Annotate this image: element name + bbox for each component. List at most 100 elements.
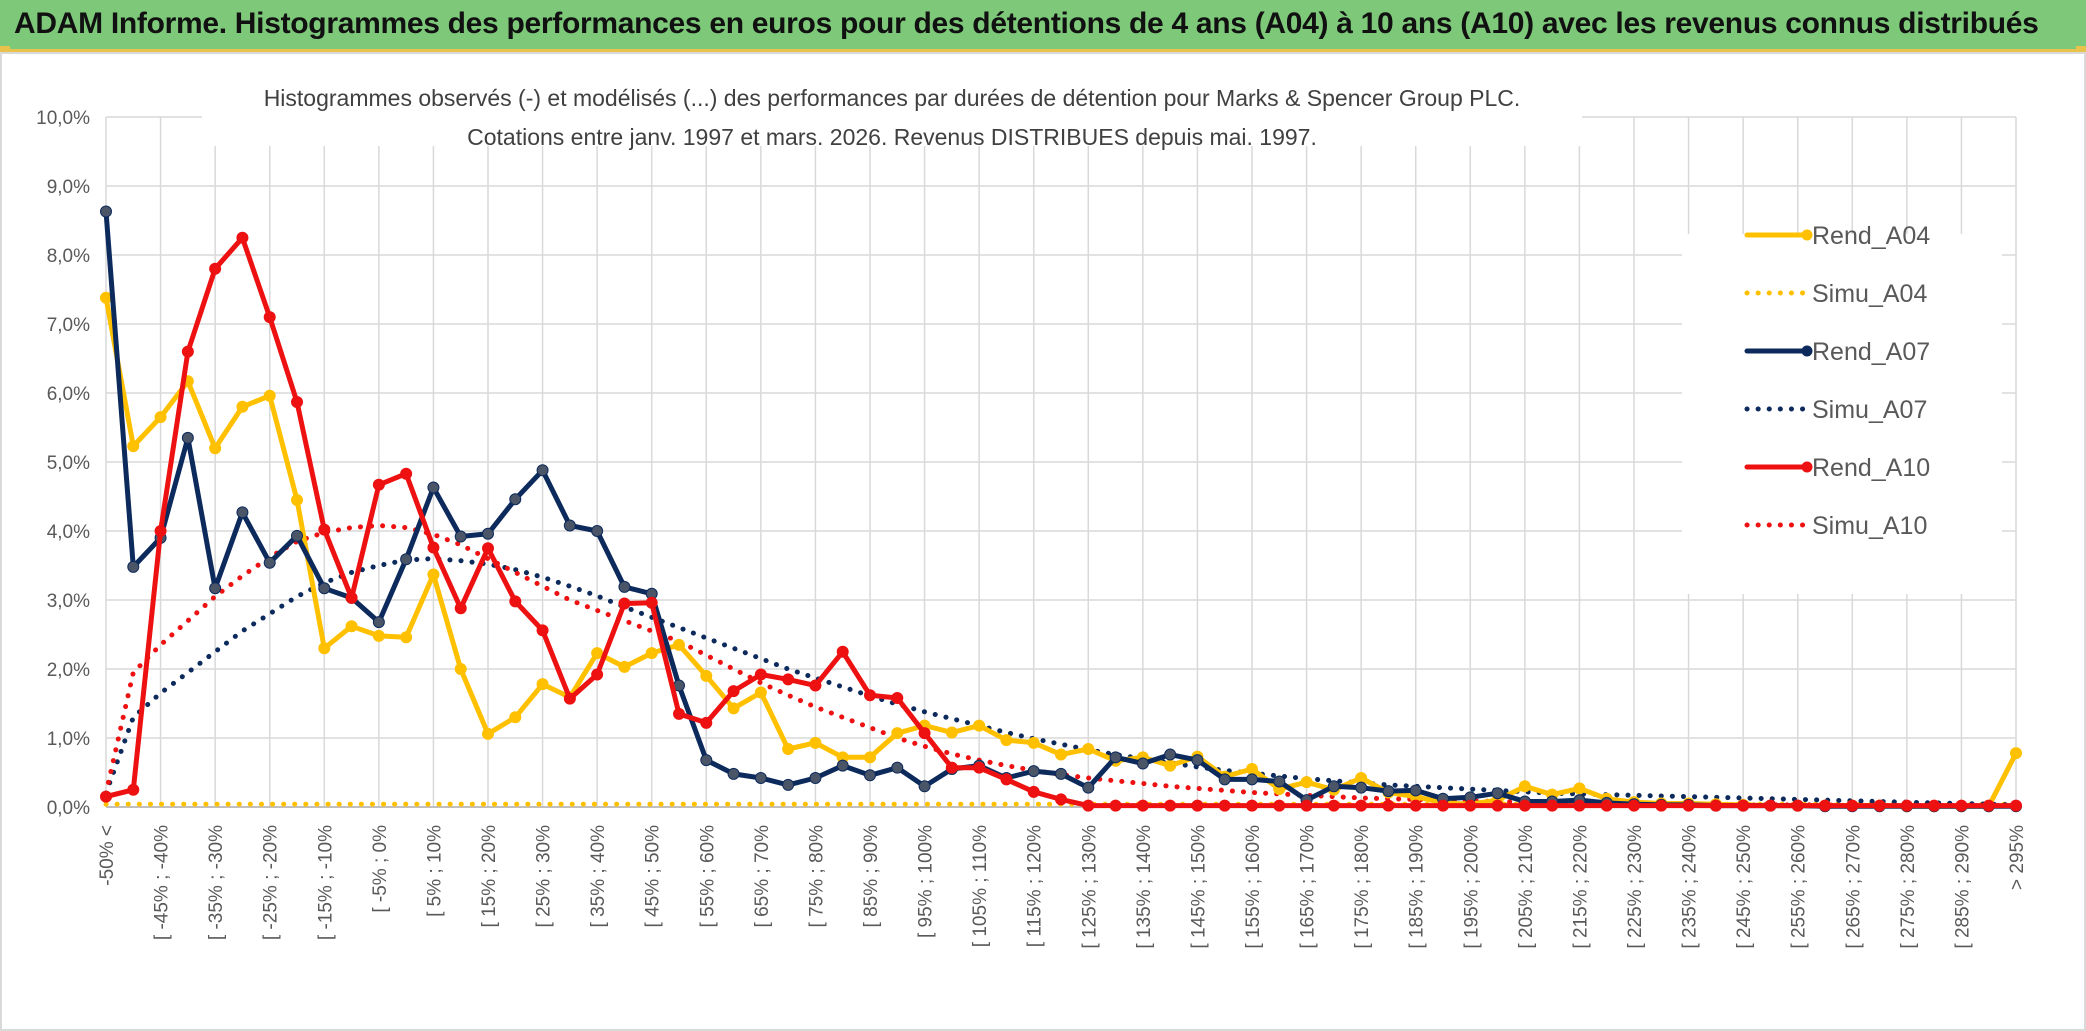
data-point-rend_a10 <box>345 591 358 604</box>
data-point-rend_a07 <box>482 527 494 540</box>
data-point-rend_a07 <box>236 506 249 519</box>
data-point-rend_a10 <box>1573 799 1586 812</box>
data-point-rend_a10 <box>1491 799 1504 812</box>
data-point-rend_a07 <box>536 464 549 477</box>
x-tick-label: [ 215% ; 220% <box>1570 825 1591 949</box>
x-tick-label: [ 35% ; 40% <box>588 825 609 928</box>
data-point-rend_a10 <box>891 691 904 704</box>
x-tick-label: [ 45% ; 50% <box>643 825 664 928</box>
data-point-rend_a10 <box>1246 799 1258 812</box>
data-point-rend_a04 <box>154 411 167 424</box>
data-point-rend_a10 <box>1109 799 1122 812</box>
data-point-rend_a07 <box>563 519 576 532</box>
y-tick-label: 6,0% <box>47 384 90 405</box>
x-tick-label: [ 285% ; 290% <box>1952 825 1973 949</box>
data-point-rend_a10 <box>1709 799 1722 812</box>
data-point-rend_a10 <box>1791 799 1804 812</box>
y-axis: 0,0% 1,0% 2,0% 3,0% 4,0% 5,0% 6,0% 7,0% 8,0% 9,0%… <box>36 108 90 819</box>
data-point-rend_a07 <box>1218 773 1231 786</box>
data-point-rend_a07 <box>100 205 112 218</box>
report-title: ADAM Informe. Histogrammes des performan… <box>14 7 2039 40</box>
data-point-rend_a04 <box>891 727 904 740</box>
data-point-rend_a10 <box>1846 799 1859 812</box>
legend-label-rend_a10: Rend_A10 <box>1812 454 1930 482</box>
legend: Rend_A04 Simu_A04 Rend_A07 Simu_A07 Rend_A10… <box>1682 222 2002 594</box>
data-point-rend_a04 <box>782 743 795 756</box>
data-point-rend_a10 <box>1928 799 1941 812</box>
legend-label-simu_a04: Simu_A04 <box>1812 280 1927 308</box>
data-point-rend_a04 <box>1573 782 1586 795</box>
data-point-rend_a04 <box>1055 748 1067 761</box>
x-axis: -50% < [ -45% ; -40% [ -35% ; -30% [ -25% ;… <box>97 806 2028 949</box>
data-point-rend_a10 <box>1982 799 1995 812</box>
x-tick-label: [ 205% ; 210% <box>1516 825 1537 949</box>
data-point-rend_a10 <box>1873 799 1886 812</box>
data-point-rend_a04 <box>864 751 876 764</box>
data-point-rend_a07 <box>1055 767 1067 780</box>
data-point-rend_a07 <box>318 582 331 595</box>
data-point-rend_a10 <box>100 790 112 803</box>
data-point-rend_a07 <box>1191 754 1204 767</box>
data-point-rend_a10 <box>1464 799 1477 812</box>
data-point-rend_a10 <box>209 262 222 275</box>
data-point-rend_a04 <box>345 620 358 633</box>
data-point-rend_a10 <box>1164 799 1177 812</box>
data-point-rend_a07 <box>1082 781 1095 794</box>
data-point-rend_a07 <box>400 553 413 566</box>
x-tick-label: [ 275% ; 280% <box>1898 825 1919 949</box>
x-tick-label: [ 235% ; 240% <box>1680 825 1701 949</box>
y-tick-label: 7,0% <box>47 315 90 336</box>
y-tick-label: 8,0% <box>47 246 90 267</box>
x-tick-label: [ -15% ; -10% <box>315 825 336 940</box>
data-point-rend_a04 <box>372 629 385 642</box>
data-point-rend_a04 <box>618 660 631 673</box>
x-tick-label: [ 155% ; 160% <box>1243 825 1264 949</box>
data-point-rend_a04 <box>209 442 222 455</box>
x-tick-label: [ 55% ; 60% <box>697 825 718 928</box>
x-tick-label: -50% < <box>97 825 118 886</box>
data-point-rend_a07 <box>700 754 713 767</box>
data-point-rend_a10 <box>318 523 331 536</box>
data-point-rend_a04 <box>673 638 685 651</box>
data-point-rend_a10 <box>263 311 276 324</box>
data-point-rend_a10 <box>1819 799 1831 812</box>
data-point-rend_a04 <box>973 719 986 732</box>
data-point-rend_a10 <box>1737 799 1750 812</box>
x-tick-label: [ 115% ; 120% <box>1025 825 1046 947</box>
data-point-rend_a04 <box>509 711 522 724</box>
header-corner-right <box>2076 46 2086 52</box>
x-tick-label: [ 135% ; 140% <box>1134 825 1155 949</box>
x-tick-label: [ -45% ; -40% <box>152 825 173 940</box>
data-point-rend_a07 <box>618 580 631 593</box>
legend-marker-rend_a10 <box>1801 461 1813 473</box>
data-point-rend_a04 <box>318 642 331 655</box>
data-point-rend_a04 <box>536 678 549 691</box>
data-point-rend_a04 <box>1082 743 1095 756</box>
data-point-rend_a10 <box>836 645 849 658</box>
x-tick-label: [ 95% ; 100% <box>916 825 937 938</box>
data-point-rend_a10 <box>1273 799 1286 812</box>
x-tick-label: [ 185% ; 190% <box>1407 825 1428 949</box>
y-tick-label: 10,0% <box>36 108 90 129</box>
data-point-rend_a10 <box>482 542 494 555</box>
data-point-rend_a10 <box>1628 799 1640 812</box>
data-point-rend_a10 <box>1191 799 1204 812</box>
data-point-rend_a04 <box>1027 736 1040 749</box>
x-tick-label: [ 85% ; 90% <box>861 825 882 928</box>
legend-background <box>1682 234 2002 594</box>
data-point-rend_a07 <box>891 761 904 774</box>
data-point-rend_a10 <box>1000 773 1013 786</box>
data-point-rend_a04 <box>700 669 713 682</box>
data-point-rend_a10 <box>454 602 467 615</box>
x-tick-label: [ 65% ; 70% <box>752 825 773 928</box>
data-point-rend_a10 <box>673 707 685 720</box>
x-tick-label: [ 105% ; 110% <box>970 825 991 947</box>
data-point-rend_a10 <box>1136 799 1149 812</box>
data-point-rend_a04 <box>727 702 740 715</box>
data-point-rend_a07 <box>1246 773 1258 786</box>
y-tick-label: 1,0% <box>47 729 90 750</box>
data-point-rend_a10 <box>1218 799 1231 812</box>
legend-label-simu_a07: Simu_A07 <box>1812 396 1927 424</box>
data-point-rend_a07 <box>1136 757 1149 770</box>
chart-subtitle: Cotations entre janv. 1997 et mars. 2026… <box>467 124 1317 150</box>
